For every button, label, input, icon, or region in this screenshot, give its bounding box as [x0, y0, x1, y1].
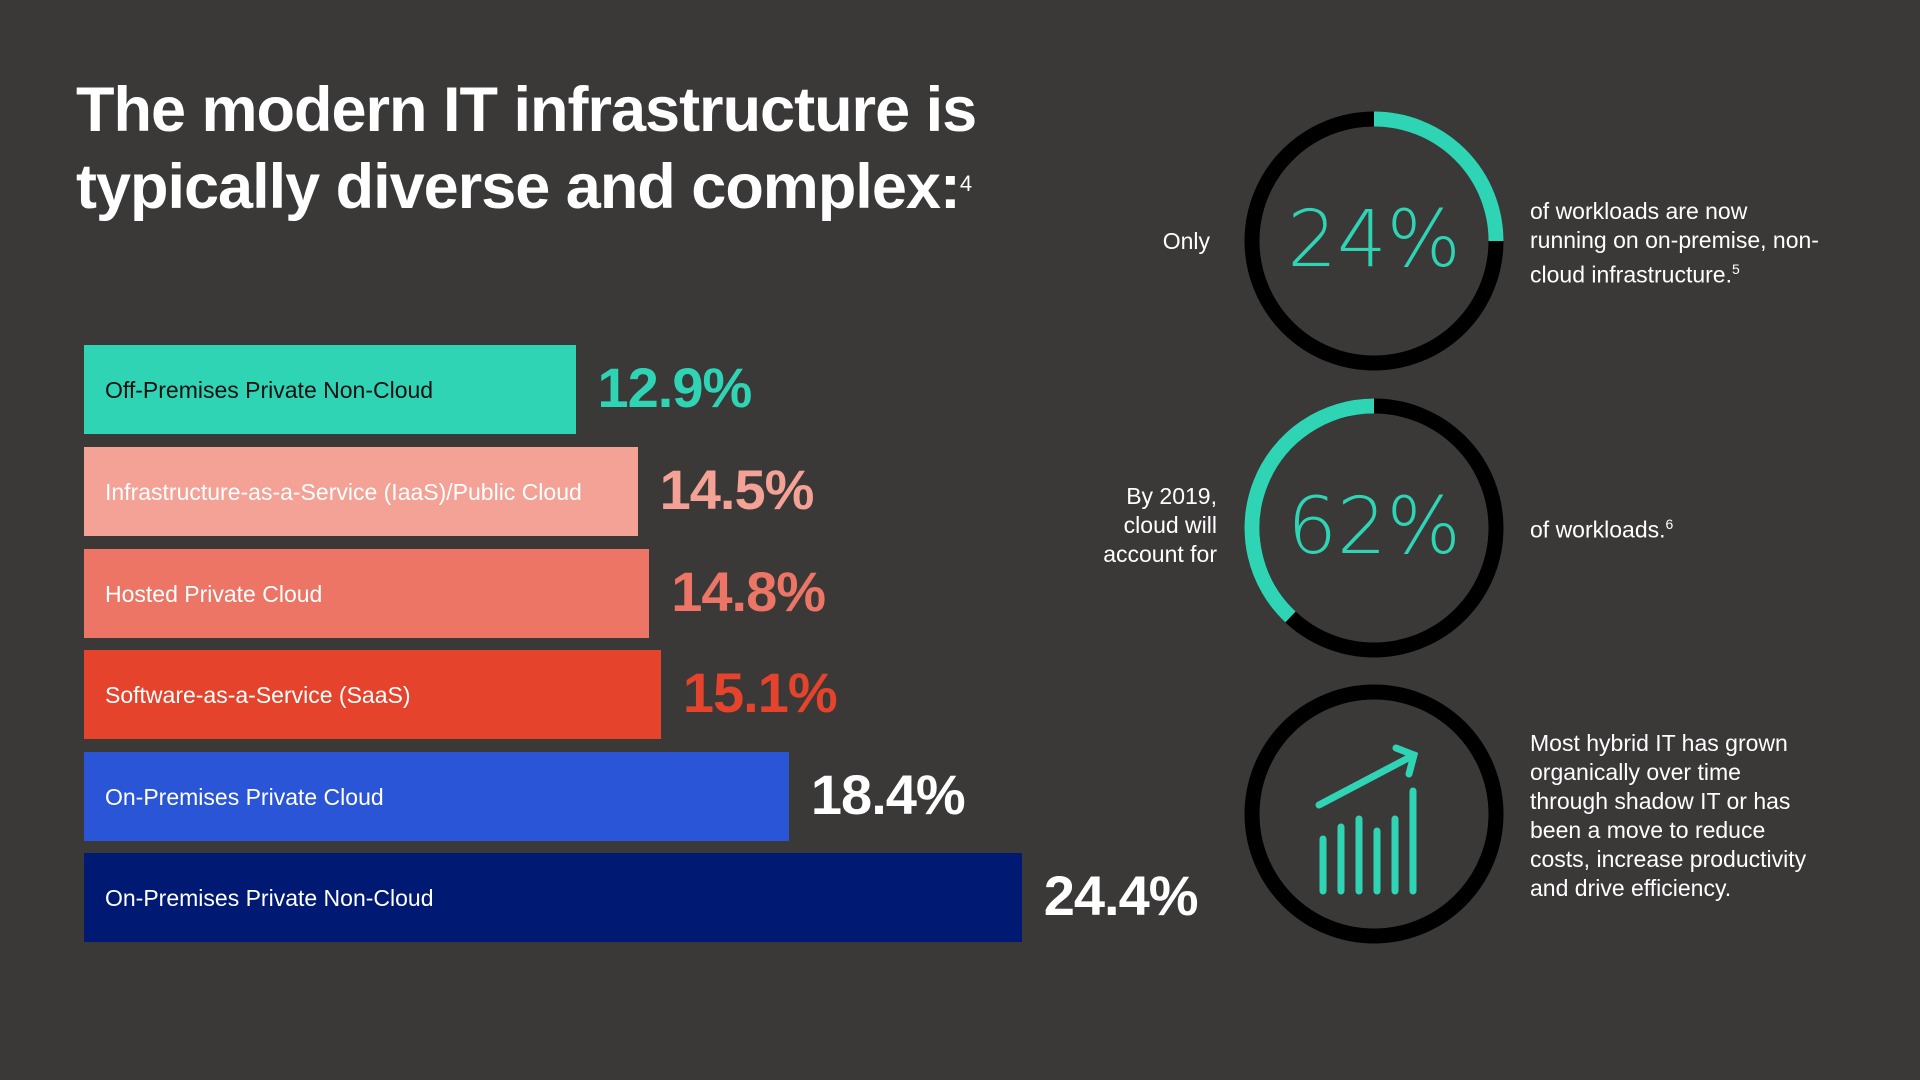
- stat-2-ring-progress: [1244, 398, 1375, 623]
- stat-2-prefix-line: account for: [1103, 541, 1217, 567]
- stat-2-ring: 62%: [1244, 398, 1504, 658]
- stat-1-ring-progress: [1373, 111, 1504, 242]
- stat-3-line: organically over time: [1530, 759, 1741, 785]
- stat-1-prefix: Only: [1162, 228, 1210, 254]
- stat-2-description: of workloads.: [1530, 516, 1666, 543]
- bar-value-label: 12.9%: [597, 356, 753, 419]
- growth-arrow-shaft: [1315, 751, 1418, 809]
- bar-value-label: 14.8%: [671, 560, 826, 623]
- stat-2-prefix-line: cloud will: [1123, 512, 1217, 538]
- growth-arrow-head: [1392, 744, 1419, 778]
- stat-1-description: of workloads are now running on on-premi…: [1530, 198, 1819, 288]
- stat-3-text: Most hybrid IT has grown organically ove…: [1530, 729, 1850, 903]
- title-line-2: typically diverse and complex:: [76, 152, 961, 222]
- bar-2: Infrastructure-as-a-Service (IaaS)/Publi…: [84, 447, 638, 536]
- stat-2-footnote: 6: [1665, 516, 1674, 532]
- bar-value-label: 18.4%: [810, 763, 966, 826]
- stat-3-ring: [1244, 684, 1504, 944]
- bar-label: On-Premises Private Cloud: [105, 784, 384, 810]
- title-line-1: The modern IT infrastructure is: [76, 75, 977, 145]
- bar-label: Software-as-a-Service (SaaS): [105, 682, 411, 708]
- bar-6: On-Premises Private Non-Cloud: [84, 853, 1022, 942]
- page-title: The modern IT infrastructure is typicall…: [76, 72, 977, 226]
- stat-1-value: 24%: [1287, 195, 1460, 285]
- bar-3: Hosted Private Cloud: [84, 549, 650, 638]
- stat-1-ring: 24%: [1244, 111, 1504, 371]
- bar-value-label: 15.1%: [682, 661, 838, 724]
- stat-2-value: 62%: [1287, 482, 1460, 572]
- stat-2-prefix: By 2019, cloud will account for: [1040, 482, 1217, 569]
- stat-3-line: costs, increase productivity: [1530, 846, 1807, 872]
- bar-value-label: 24.4%: [1043, 864, 1199, 927]
- bar-label: Hosted Private Cloud: [105, 581, 323, 607]
- title-footnote: 4: [959, 171, 972, 196]
- stat-3-line: been a move to reduce: [1530, 817, 1766, 843]
- bar-1: Off-Premises Private Non-Cloud: [84, 345, 576, 434]
- stat-1-text: of workloads are now running on on-premi…: [1530, 197, 1830, 290]
- stat-3-line: through shadow IT or has: [1530, 788, 1791, 814]
- growth-chart-icon: [1315, 744, 1419, 895]
- bar-5: On-Premises Private Cloud: [84, 752, 789, 841]
- stat-2-prefix-line: By 2019,: [1126, 483, 1217, 509]
- stat-3-line: Most hybrid IT has grown: [1530, 730, 1788, 756]
- bar-value-label: 14.5%: [659, 458, 815, 521]
- stat-2-text: of workloads.6: [1530, 510, 1830, 545]
- stat-1-footnote: 5: [1731, 261, 1740, 277]
- bar-label: Infrastructure-as-a-Service (IaaS)/Publi…: [105, 479, 582, 505]
- bar-label: On-Premises Private Non-Cloud: [105, 885, 434, 911]
- stat-3-ring-track: [1244, 684, 1504, 944]
- stat-3-line: and drive efficiency.: [1530, 875, 1732, 901]
- bar-4: Software-as-a-Service (SaaS): [84, 650, 661, 739]
- bar-label: Off-Premises Private Non-Cloud: [105, 377, 434, 403]
